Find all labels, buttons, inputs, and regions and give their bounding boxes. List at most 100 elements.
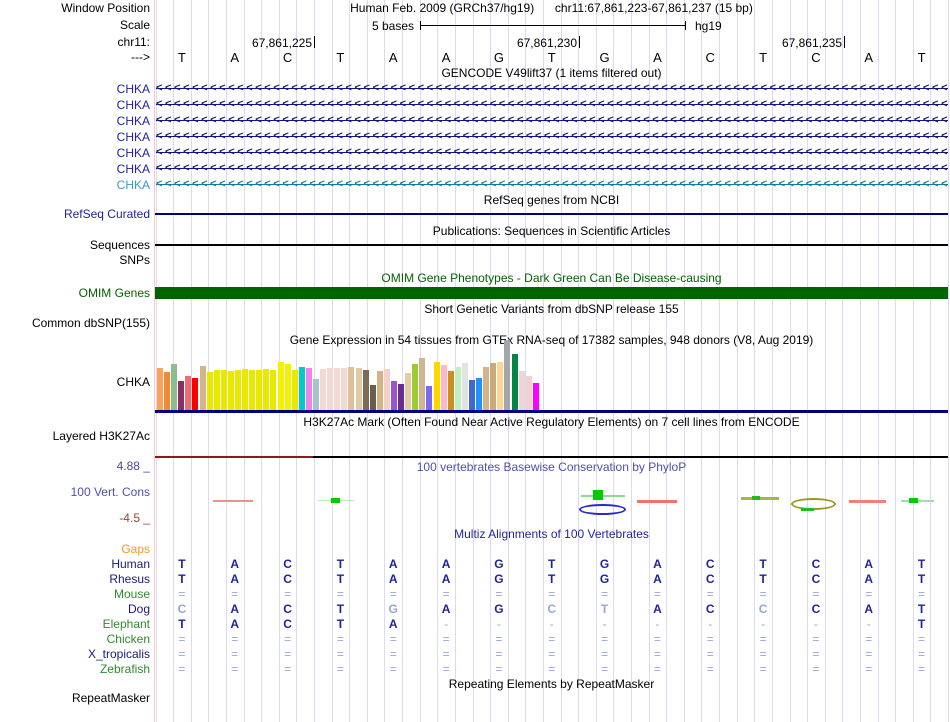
gtex-bar[interactable] — [376, 371, 383, 410]
multiz-cell[interactable]: G — [494, 572, 504, 586]
multiz-cell[interactable]: = — [442, 632, 450, 646]
gene-label[interactable]: CHKA — [116, 114, 150, 128]
multiz-cell[interactable]: = — [178, 662, 186, 676]
multiz-cell[interactable]: = — [389, 587, 397, 601]
gtex-bar[interactable] — [305, 368, 312, 410]
gtex-bar[interactable] — [461, 363, 468, 410]
gtex-bar[interactable] — [178, 381, 185, 410]
multiz-cell[interactable]: A — [230, 572, 240, 586]
species-label[interactable]: Dog — [127, 602, 150, 616]
multiz-cell[interactable]: A — [441, 557, 451, 571]
multiz-cell[interactable]: = — [601, 632, 609, 646]
gtex-bar[interactable] — [164, 372, 171, 410]
multiz-cell[interactable]: = — [442, 662, 450, 676]
multiz-cell[interactable]: = — [865, 587, 873, 601]
multiz-cell[interactable]: = — [389, 662, 397, 676]
gtex-bar[interactable] — [348, 367, 355, 410]
gtex-bar[interactable] — [220, 370, 227, 410]
multiz-cell[interactable]: C — [811, 602, 821, 616]
gtex-bar[interactable] — [284, 364, 291, 410]
repeatmasker-label[interactable]: RepeatMasker — [71, 691, 150, 705]
multiz-cell[interactable]: = — [812, 647, 820, 661]
multiz-cell[interactable]: A — [864, 557, 874, 571]
multiz-cell[interactable]: G — [599, 572, 610, 586]
multiz-cell[interactable]: = — [389, 647, 397, 661]
gtex-bar[interactable] — [157, 368, 163, 410]
multiz-cell[interactable]: G — [494, 602, 504, 616]
gtex-bar[interactable] — [213, 370, 220, 410]
gtex-bar[interactable] — [263, 369, 270, 410]
multiz-cell[interactable]: = — [918, 662, 926, 676]
multiz-cell[interactable]: C — [547, 602, 557, 616]
gtex-bar[interactable] — [454, 367, 461, 410]
gtex-bar[interactable] — [433, 362, 440, 410]
gtex-bar[interactable] — [476, 378, 483, 410]
multiz-cell[interactable]: = — [231, 647, 239, 661]
multiz-cell[interactable]: = — [231, 662, 239, 676]
gene-intron-line[interactable] — [156, 88, 948, 89]
gtex-bar[interactable] — [277, 362, 284, 410]
multiz-cell[interactable]: T — [917, 572, 926, 586]
gtex-bar[interactable] — [270, 370, 277, 410]
multiz-cell[interactable]: = — [336, 587, 344, 601]
gtex-bar[interactable] — [426, 386, 433, 410]
sequences-line[interactable] — [155, 244, 948, 246]
multiz-cell[interactable]: C — [705, 572, 715, 586]
gtex-bar[interactable] — [256, 370, 263, 410]
multiz-cell[interactable]: = — [812, 662, 820, 676]
gtex-bar[interactable] — [341, 368, 348, 410]
multiz-cell[interactable]: C — [811, 557, 821, 571]
multiz-cell[interactable]: = — [653, 632, 661, 646]
multiz-cell[interactable]: = — [495, 647, 503, 661]
multiz-cell[interactable]: = — [918, 647, 926, 661]
multiz-cell[interactable]: A — [653, 557, 662, 571]
gene-label[interactable]: CHKA — [116, 178, 150, 192]
gene-intron-line[interactable] — [156, 120, 948, 121]
multiz-cell[interactable]: T — [917, 617, 926, 631]
multiz-cell[interactable]: = — [284, 632, 292, 646]
multiz-cell[interactable]: = — [653, 662, 661, 676]
phylop-track-label[interactable]: 100 Vert. Cons — [70, 485, 150, 499]
multiz-cell[interactable]: T — [548, 572, 556, 586]
omim-gene-bar[interactable] — [155, 287, 948, 299]
multiz-cell[interactable]: - — [602, 617, 607, 631]
multiz-cell[interactable]: T — [178, 617, 186, 631]
gtex-bar[interactable] — [497, 362, 504, 410]
multiz-cell[interactable]: = — [336, 632, 344, 646]
multiz-cell[interactable]: A — [653, 572, 662, 586]
multiz-cell[interactable]: A — [230, 557, 240, 571]
multiz-cell[interactable]: A — [864, 602, 874, 616]
multiz-cell[interactable]: = — [178, 632, 186, 646]
multiz-cell[interactable]: A — [441, 572, 451, 586]
gtex-bar[interactable] — [320, 369, 327, 410]
multiz-cell[interactable]: = — [178, 647, 186, 661]
multiz-cell[interactable]: = — [231, 587, 239, 601]
multiz-cell[interactable]: = — [495, 632, 503, 646]
multiz-cell[interactable]: A — [653, 602, 662, 616]
multiz-cell[interactable]: = — [812, 587, 820, 601]
multiz-cell[interactable]: = — [865, 647, 873, 661]
multiz-cell[interactable]: A — [388, 572, 398, 586]
multiz-cell[interactable]: T — [178, 572, 186, 586]
multiz-cell[interactable]: = — [601, 662, 609, 676]
multiz-cell[interactable]: = — [759, 662, 767, 676]
multiz-cell[interactable]: = — [865, 662, 873, 676]
multiz-cell[interactable]: = — [865, 632, 873, 646]
multiz-cell[interactable]: = — [442, 647, 450, 661]
sequences-label[interactable]: Sequences — [89, 238, 150, 252]
gtex-bar[interactable] — [206, 372, 213, 410]
multiz-cell[interactable]: G — [388, 602, 398, 616]
gene-arrows[interactable]: <<<<<<<<<<<<<<<<<<<<<<<<<<<<<<<<<<<<<<<<… — [156, 130, 948, 142]
multiz-cell[interactable]: = — [653, 647, 661, 661]
multiz-cell[interactable]: G — [599, 557, 610, 571]
gtex-bar[interactable] — [525, 376, 532, 410]
species-label[interactable]: Gaps — [121, 542, 150, 556]
gtex-bar[interactable] — [355, 368, 362, 410]
gtex-bar[interactable] — [235, 370, 241, 410]
gtex-bar[interactable] — [192, 378, 199, 410]
multiz-cell[interactable]: C — [283, 602, 292, 616]
multiz-cell[interactable]: = — [601, 647, 609, 661]
species-label[interactable]: Rhesus — [109, 572, 150, 586]
multiz-cell[interactable]: = — [442, 587, 450, 601]
multiz-cell[interactable]: = — [706, 587, 714, 601]
